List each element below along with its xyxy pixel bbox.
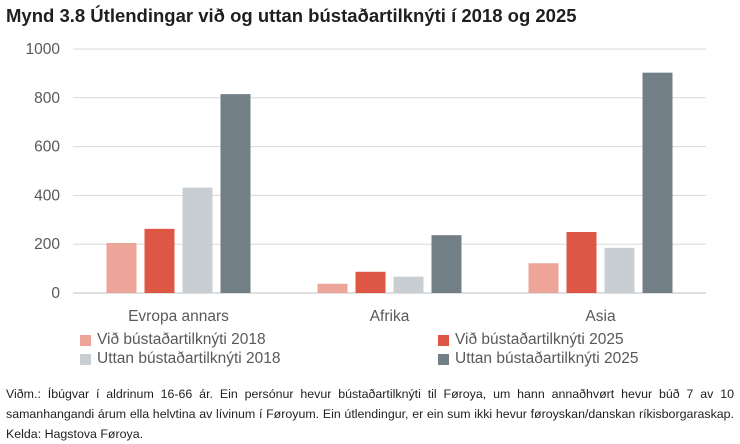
- legend-swatch: [80, 334, 91, 346]
- bar: [604, 247, 635, 293]
- bar: [317, 283, 348, 293]
- chart-title: Mynd 3.8 Útlendingar við og uttan bústað…: [6, 5, 577, 26]
- bar: [642, 72, 673, 293]
- bar: [182, 187, 213, 293]
- bar-chart: 0 200 400 600 800 1000 Evropa annars Afrika Asia: [26, 41, 706, 325]
- legend-item: Uttan bústaðartilknýti 2025: [438, 350, 639, 368]
- legend-label: Við bústaðartilknýti 2018: [97, 331, 266, 348]
- legend-item: Við bústaðartilknýti 2018: [80, 331, 266, 349]
- y-tick-label: 800: [34, 90, 60, 107]
- bar: [566, 232, 597, 293]
- bar: [355, 271, 386, 293]
- legend-item: Við bústaðartilknýti 2025: [438, 331, 624, 349]
- y-tick-label: 1000: [26, 41, 61, 58]
- legend-label: Uttan bústaðartilknýti 2018: [97, 350, 281, 367]
- legend-swatch: [80, 353, 91, 365]
- x-tick-label: Asia: [585, 308, 616, 325]
- footnote: Viðm.: Íbúgvar í aldrinum 16-66 ár. Ein …: [6, 387, 734, 441]
- y-tick-label: 200: [34, 236, 60, 253]
- bar: [528, 263, 559, 293]
- legend-label: Uttan bústaðartilknýti 2025: [455, 350, 639, 367]
- bar: [106, 242, 137, 293]
- bar: [220, 94, 251, 293]
- bar: [431, 235, 462, 293]
- x-tick-label: Afrika: [370, 308, 410, 325]
- legend-item: Uttan bústaðartilknýti 2018: [80, 350, 281, 368]
- legend-swatch: [438, 353, 449, 365]
- bar: [393, 276, 424, 293]
- y-tick-label: 0: [51, 285, 60, 302]
- y-tick-label: 400: [34, 187, 60, 204]
- x-tick-label: Evropa annars: [128, 308, 229, 325]
- bar: [144, 228, 175, 293]
- legend-swatch: [438, 334, 449, 346]
- legend-label: Við bústaðartilknýti 2025: [455, 331, 624, 348]
- y-tick-label: 600: [34, 139, 60, 156]
